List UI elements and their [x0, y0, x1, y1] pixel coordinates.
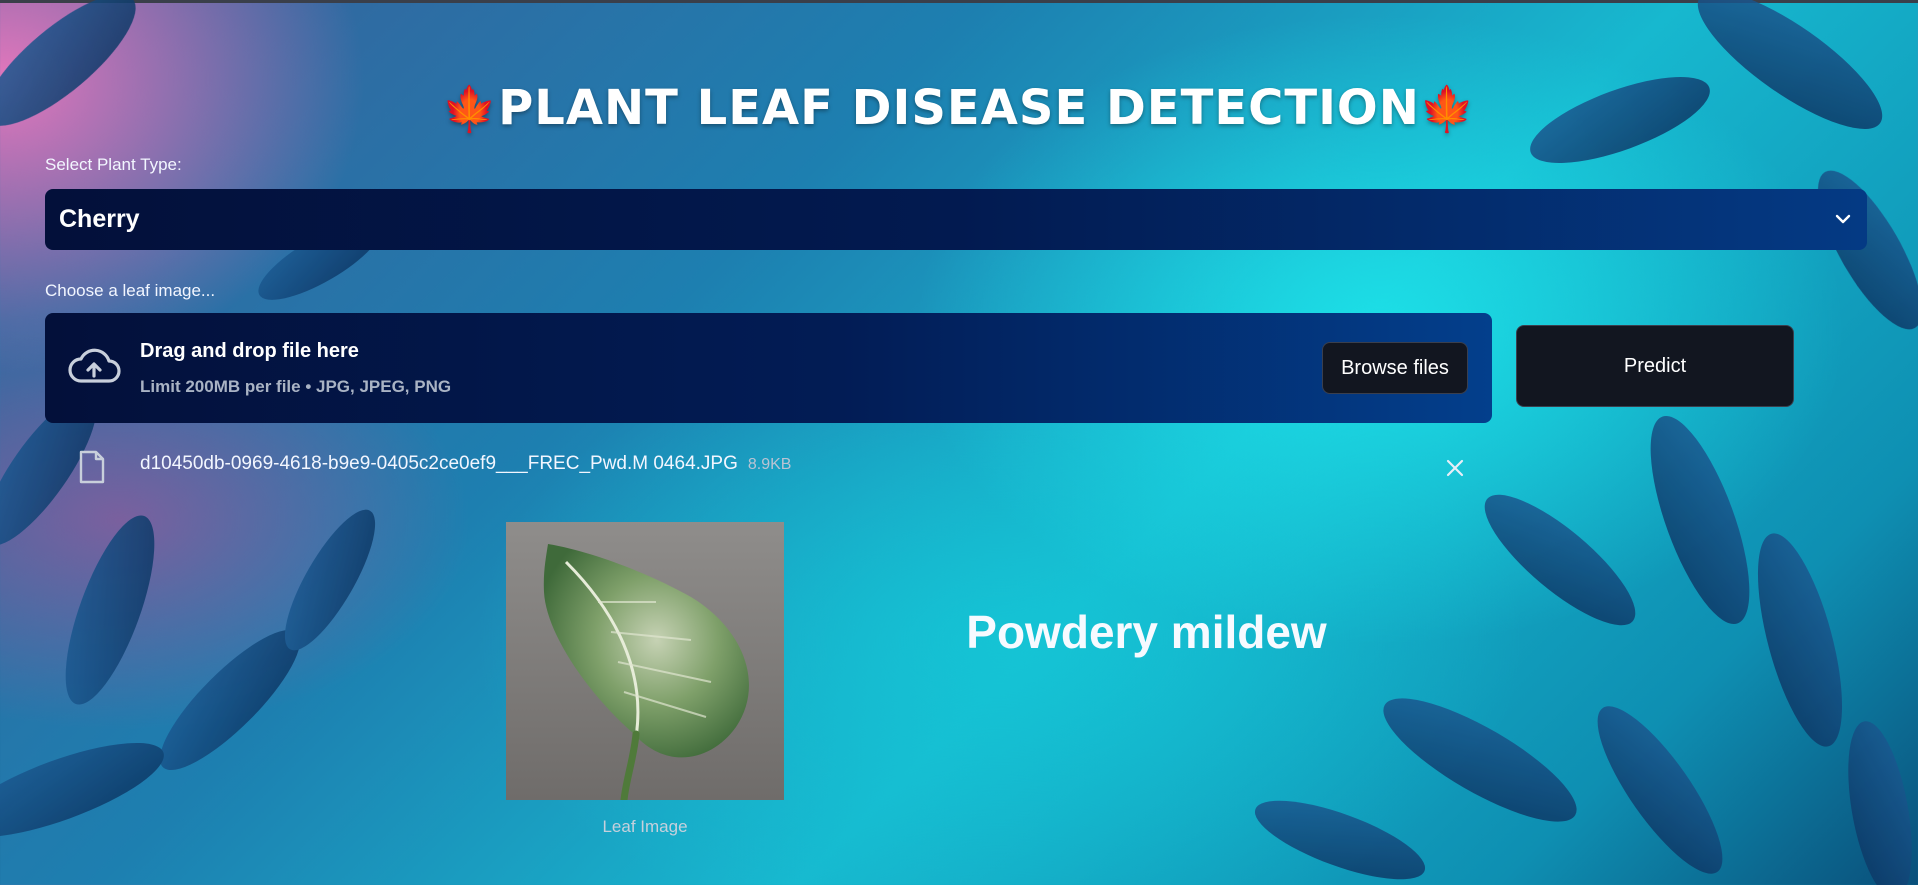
leaf-image-label: Choose a leaf image... — [45, 281, 216, 300]
dropzone-instructions: Drag and drop file here — [140, 340, 359, 362]
plant-type-label: Select Plant Type: — [45, 155, 182, 174]
browse-files-button[interactable]: Browse files — [1322, 342, 1468, 394]
leaf-image — [506, 522, 784, 800]
chevron-down-icon — [1835, 214, 1851, 224]
file-icon — [79, 450, 105, 484]
page-title: 🍁PLANT LEAF DISEASE DETECTION🍁 — [0, 80, 1918, 136]
plant-type-select[interactable]: Cherry — [45, 189, 1867, 250]
leaf-image-caption: Leaf Image — [602, 817, 688, 836]
maple-leaf-icon: 🍁 — [1419, 84, 1476, 135]
page-title-text: PLANT LEAF DISEASE DETECTION — [498, 80, 1420, 136]
cloud-upload-icon — [68, 348, 121, 383]
remove-file-icon[interactable] — [1444, 457, 1466, 479]
prediction-result: Powdery mildew — [966, 606, 1327, 658]
top-border — [0, 0, 1918, 3]
dropzone-limits: Limit 200MB per file • JPG, JPEG, PNG — [140, 377, 452, 396]
file-dropzone[interactable]: Drag and drop file here Limit 200MB per … — [45, 313, 1492, 423]
uploaded-file-size: 8.9KB — [747, 456, 792, 473]
plant-type-value: Cherry — [59, 205, 140, 233]
uploaded-file-name: d10450db-0969-4618-b9e9-0405c2ce0ef9___F… — [140, 453, 738, 474]
uploaded-file-item: d10450db-0969-4618-b9e9-0405c2ce0ef9___F… — [140, 453, 791, 475]
predict-button[interactable]: Predict — [1516, 325, 1794, 407]
maple-leaf-icon: 🍁 — [442, 84, 499, 135]
